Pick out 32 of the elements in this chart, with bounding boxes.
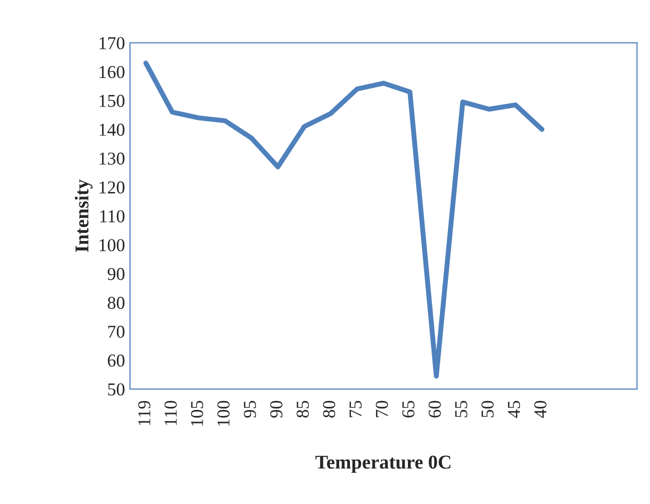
x-tick-label: 40 [534,400,546,418]
y-axis-title: Intensity [74,179,92,252]
x-tick-label: 85 [296,400,309,418]
y-tick-label: 150 [100,94,124,107]
x-tick-label: 100 [217,400,230,426]
y-tick-label: 90 [108,268,124,280]
y-tick-label: 50 [108,383,124,396]
x-tick-label: 65 [402,400,414,418]
x-axis-title: Temperature 0C [315,456,450,473]
y-tick-label: 60 [108,354,124,367]
y-tick-label: 100 [100,239,124,252]
y-tick-label: 80 [108,296,124,309]
x-tick-label: 90 [270,400,282,418]
y-tick-label: 110 [100,210,124,222]
x-tick-label: 110 [164,400,177,426]
y-tick-label: 120 [100,181,124,194]
x-tick-label: 60 [428,400,441,418]
x-tick-label: 50 [481,400,494,418]
x-tick-label: 95 [244,400,256,418]
x-tick-label: 75 [350,400,362,418]
x-tick-label: 45 [508,400,520,418]
y-tick-label: 130 [100,152,124,165]
x-tick-label: 80 [323,400,336,418]
y-tick-label: 170 [100,37,124,50]
line-series [143,60,544,379]
x-tick-label: 119 [138,400,150,426]
x-tick-label: 55 [455,400,468,418]
y-tick-label: 70 [108,326,124,338]
x-tick-label: 70 [376,400,388,418]
x-tick-label: 105 [190,400,204,426]
y-tick-label: 160 [100,66,124,78]
y-tick-label: 140 [100,124,124,136]
